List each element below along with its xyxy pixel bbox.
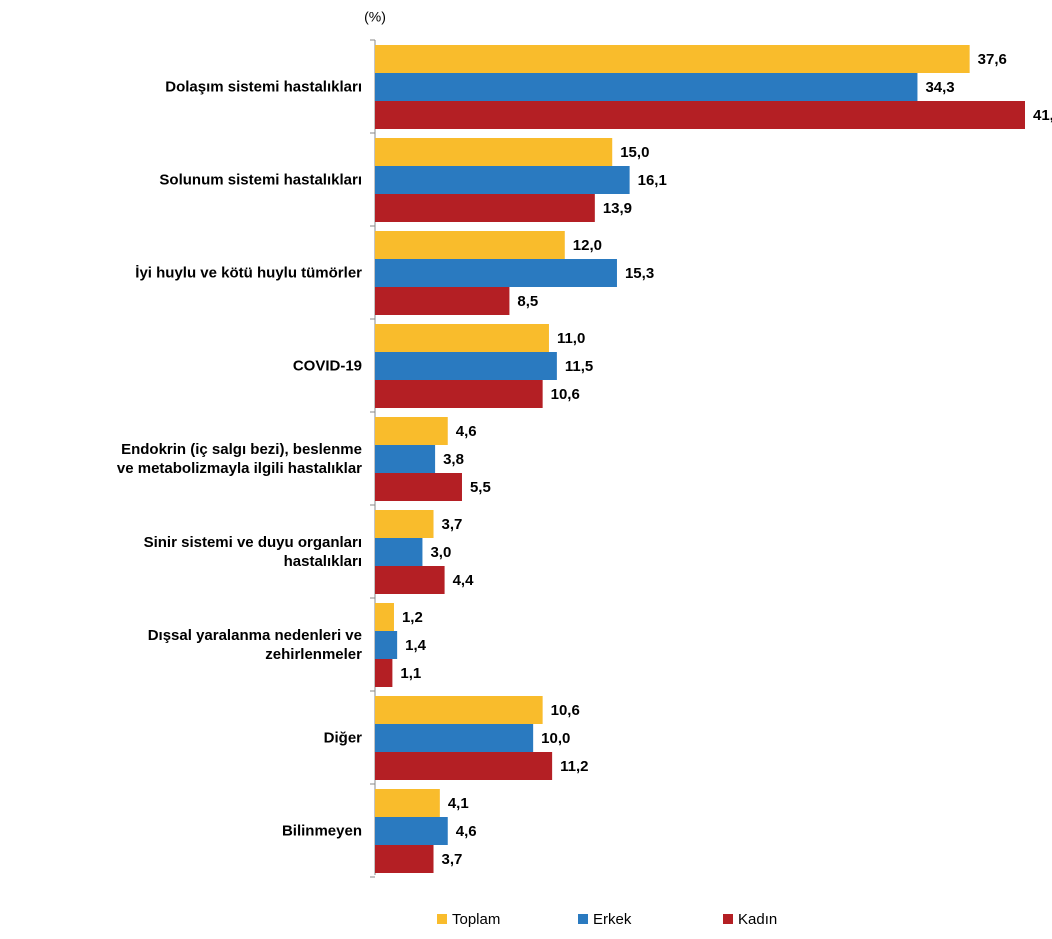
category-label: COVID-19 <box>292 357 362 375</box>
bar <box>375 845 434 873</box>
category-label: Sinir sistemi ve duyu organları hastalık… <box>143 534 362 570</box>
legend-label: Kadın <box>738 911 777 928</box>
bar <box>375 352 557 380</box>
bar <box>375 101 1025 129</box>
value-label: 16,1 <box>638 172 667 189</box>
bar <box>375 73 918 101</box>
bar <box>375 631 398 659</box>
value-label: 11,2 <box>560 758 588 775</box>
category-label: Diğer <box>323 729 362 747</box>
category-label: Solunum sistemi hastalıkları <box>159 171 362 189</box>
value-label: 1,1 <box>400 665 421 682</box>
value-label: 4,6 <box>456 423 477 440</box>
bar <box>375 473 462 501</box>
bar <box>375 789 440 817</box>
value-label: 1,4 <box>405 637 427 654</box>
legend-label: Toplam <box>452 911 500 928</box>
bar <box>375 696 543 724</box>
value-label: 1,2 <box>402 609 423 626</box>
bar <box>375 417 448 445</box>
value-label: 3,8 <box>443 451 464 468</box>
bar <box>375 752 553 780</box>
bar <box>375 380 543 408</box>
category-label: Dışsal yaralanma nedenleri ve zehirlenme… <box>147 627 362 663</box>
legend-swatch <box>723 914 733 924</box>
value-label: 34,3 <box>925 79 954 96</box>
value-label: 37,6 <box>978 51 1007 68</box>
value-label: 11,0 <box>557 330 585 347</box>
value-label: 15,3 <box>625 265 654 282</box>
bar <box>375 724 534 752</box>
bar <box>375 231 565 259</box>
value-label: 4,1 <box>448 795 469 812</box>
bar <box>375 138 613 166</box>
value-label: 3,7 <box>442 516 463 533</box>
value-label: 4,6 <box>456 823 477 840</box>
bar <box>375 817 448 845</box>
bar <box>375 324 549 352</box>
value-label: 10,0 <box>541 730 570 747</box>
value-label: 10,6 <box>551 386 580 403</box>
bar <box>375 259 617 287</box>
value-label: 8,5 <box>517 293 538 310</box>
value-label: 12,0 <box>573 237 602 254</box>
value-label: 41,1 <box>1033 107 1052 124</box>
value-label: 13,9 <box>603 200 632 217</box>
value-label: 10,6 <box>551 702 580 719</box>
value-label: 5,5 <box>470 479 491 496</box>
category-label: İyi huylu ve kötü huylu tümörler <box>135 264 362 282</box>
value-label: 4,4 <box>453 572 475 589</box>
bar <box>375 166 630 194</box>
unit-label: (%) <box>364 9 386 25</box>
value-label: 15,0 <box>620 144 649 161</box>
category-label: Dolaşım sistemi hastalıkları <box>165 78 362 96</box>
legend-swatch <box>578 914 588 924</box>
legend-label: Erkek <box>593 911 632 928</box>
category-label: Endokrin (iç salgı bezi), beslenme ve me… <box>116 441 362 477</box>
value-label: 11,5 <box>565 358 593 375</box>
value-label: 3,0 <box>430 544 451 561</box>
value-label: 3,7 <box>442 851 463 868</box>
bar <box>375 445 436 473</box>
legend-swatch <box>437 914 447 924</box>
category-label: Bilinmeyen <box>281 822 362 840</box>
bar <box>375 603 394 631</box>
bar <box>375 194 595 222</box>
bar <box>375 538 423 566</box>
bar <box>375 659 393 687</box>
bar <box>375 566 445 594</box>
bar <box>375 510 434 538</box>
bar <box>375 45 970 73</box>
bar <box>375 287 510 315</box>
